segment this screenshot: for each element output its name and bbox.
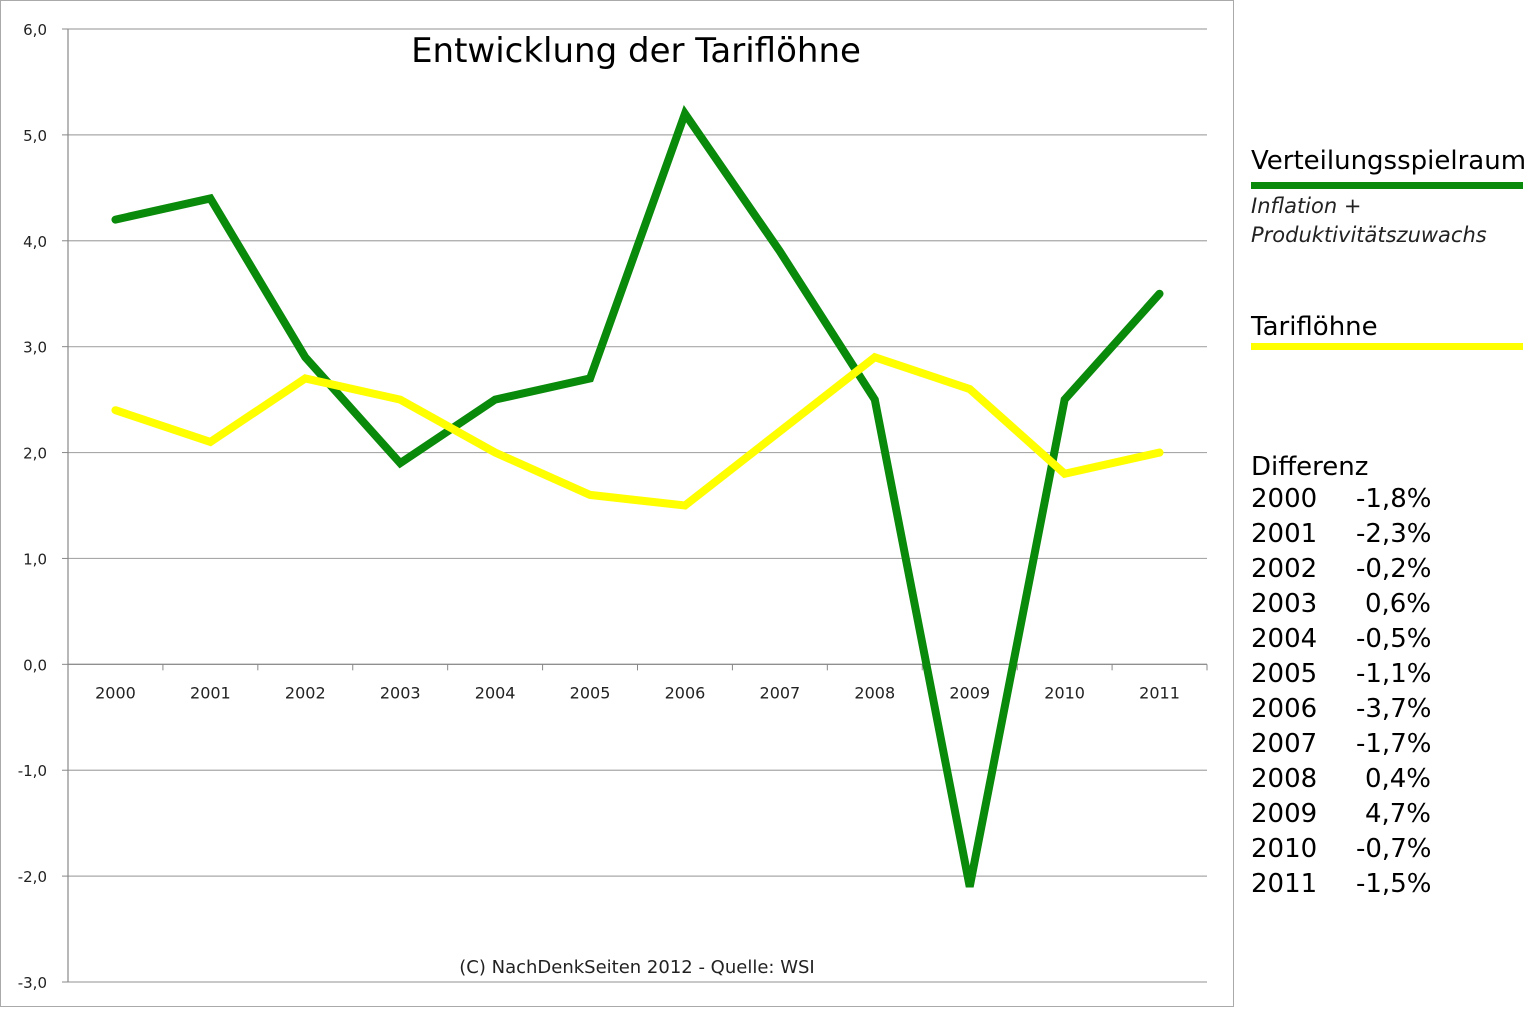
difference-value: -0,2%: [1356, 554, 1432, 584]
y-tick-label: -2,0: [18, 868, 47, 886]
difference-row: 2010 -0,7%: [1251, 832, 1431, 867]
difference-table: Differenz 2000 -1,8% 2001 -2,3% 2002 -0,2% 200…: [1251, 452, 1431, 902]
difference-row: 2009 4,7%: [1251, 797, 1431, 832]
difference-value: -3,7%: [1356, 694, 1432, 724]
x-tick-label: 2002: [285, 683, 326, 702]
series-line-1: [111, 105, 1164, 888]
x-tick-label: 2000: [95, 683, 136, 702]
difference-row: 2007 -1,7%: [1251, 727, 1431, 762]
difference-row: 2011 -1,5%: [1251, 867, 1431, 902]
difference-year: 2006: [1251, 694, 1318, 724]
difference-year: 2000: [1251, 484, 1318, 514]
legend-subtitle-line: Inflation +: [1251, 194, 1362, 218]
difference-year: 2009: [1251, 799, 1318, 829]
x-tick-label: 2008: [854, 683, 895, 702]
legend-swatch-yellow: [1251, 343, 1523, 350]
x-tick-label: 2010: [1044, 683, 1085, 702]
difference-year: 2003: [1251, 589, 1318, 619]
y-tick-label: 3,0: [23, 339, 47, 357]
x-tick-label: 2009: [949, 683, 990, 702]
difference-row: 2001 -2,3%: [1251, 517, 1431, 552]
difference-row: 2002 -0,2%: [1251, 552, 1431, 587]
difference-row: 2008 0,4%: [1251, 762, 1431, 797]
difference-year: 2001: [1251, 519, 1318, 549]
legend-label: Verteilungsspielraum: [1251, 146, 1527, 176]
difference-value: 4,7%: [1364, 799, 1431, 829]
legend-label: Tariflöhne: [1251, 312, 1378, 342]
legend-subtitle-line: Produktivitätszuwachs: [1251, 223, 1487, 247]
y-tick-label: 6,0: [23, 21, 47, 39]
y-tick-label: 1,0: [23, 550, 47, 568]
difference-row: 2004 -0,5%: [1251, 622, 1431, 657]
difference-year: 2011: [1251, 869, 1318, 899]
difference-value: -0,7%: [1356, 834, 1432, 864]
y-tick-label: -1,0: [18, 762, 47, 780]
legend-subtitle: Inflation + Produktivitätszuwachs: [1251, 192, 1487, 250]
difference-year: 2008: [1251, 764, 1318, 794]
y-tick-label: 4,0: [23, 233, 47, 251]
legend-series-2: Tariflöhne: [1251, 312, 1378, 342]
difference-year: 2005: [1251, 659, 1318, 689]
x-tick-label: 2001: [190, 683, 231, 702]
legend-swatch-green: [1251, 182, 1523, 189]
difference-row: 2003 0,6%: [1251, 587, 1431, 622]
x-tick-label: 2004: [475, 683, 516, 702]
y-tick-label: 5,0: [23, 127, 47, 145]
difference-value: -0,5%: [1356, 624, 1432, 654]
difference-value: -1,1%: [1356, 659, 1432, 689]
difference-row: 2000 -1,8%: [1251, 482, 1431, 517]
difference-value: -1,7%: [1356, 729, 1432, 759]
difference-value: -2,3%: [1356, 519, 1432, 549]
difference-year: 2004: [1251, 624, 1318, 654]
series-line-2: [111, 352, 1164, 510]
difference-value: 0,4%: [1364, 764, 1431, 794]
source-note: (C) NachDenkSeiten 2012 - Quelle: WSI: [459, 957, 814, 978]
y-tick-label: 2,0: [23, 445, 47, 463]
x-tick-label: 2005: [570, 683, 611, 702]
difference-value: -1,8%: [1356, 484, 1432, 514]
difference-year: 2002: [1251, 554, 1318, 584]
difference-row: 2006 -3,7%: [1251, 692, 1431, 727]
y-tick-label: -3,0: [18, 974, 47, 992]
difference-year: 2010: [1251, 834, 1318, 864]
y-tick-label: 0,0: [23, 656, 47, 674]
x-tick-label: 2011: [1139, 683, 1180, 702]
chart-title: Entwicklung der Tariflöhne: [411, 31, 861, 71]
chart-frame: [0, 0, 1234, 1007]
difference-value: -1,5%: [1356, 869, 1432, 899]
line-chart: -3,0 -2,0 -1,0 0,0 1,0 2,0 3,0 4,0 5,0 6,0 2000 200…: [18, 21, 1208, 992]
difference-value: 0,6%: [1364, 589, 1431, 619]
difference-title: Differenz: [1251, 452, 1369, 482]
difference-year: 2007: [1251, 729, 1318, 759]
x-tick-label: 2007: [760, 683, 801, 702]
x-tick-label: 2006: [665, 683, 706, 702]
legend-series-1: Verteilungsspielraum: [1251, 146, 1526, 176]
x-tick-label: 2003: [380, 683, 421, 702]
difference-row: 2005 -1,1%: [1251, 657, 1431, 692]
